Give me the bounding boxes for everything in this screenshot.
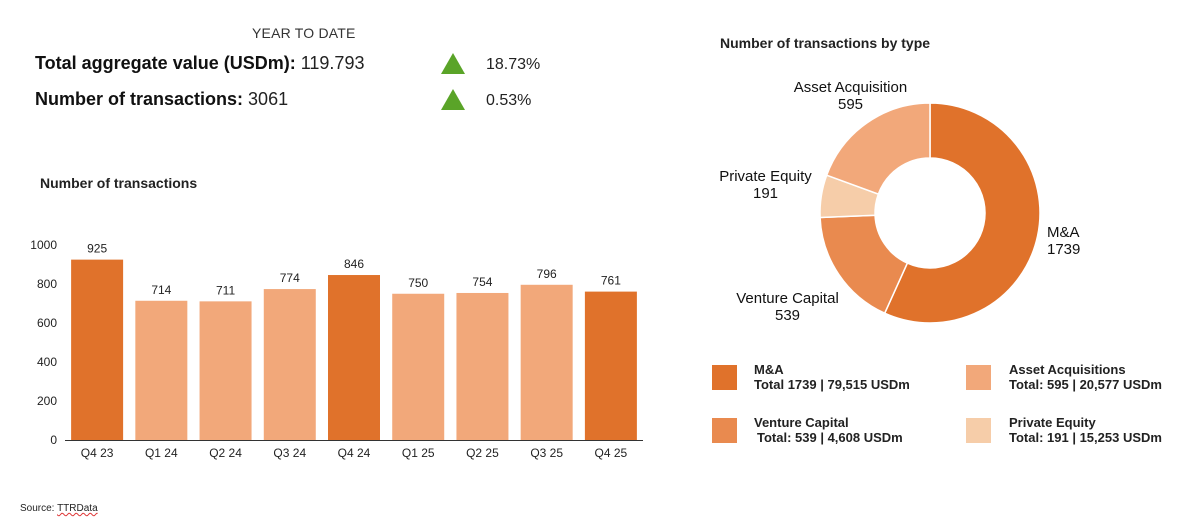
- y-tick-label: 200: [37, 394, 57, 408]
- ytd-heading: YEAR TO DATE: [252, 25, 356, 41]
- up-arrow-icon: [441, 89, 465, 110]
- transactions-row: Number of transactions: 3061: [35, 89, 288, 110]
- bar: [584, 291, 637, 440]
- label-asset-acquisition: Asset Acquisition 595: [788, 79, 913, 113]
- bar-value-label: 711: [216, 283, 235, 297]
- legend-name: Venture Capital: [754, 415, 849, 430]
- y-tick-label: 1000: [30, 238, 57, 252]
- legend-swatch-venture-capital: [712, 418, 737, 443]
- slice-label-name: Venture Capital: [736, 290, 839, 307]
- total-value-label: Total aggregate value (USDm):: [35, 53, 296, 73]
- legend-name: Asset Acquisitions: [1009, 362, 1126, 377]
- donut-slice: [883, 102, 1041, 324]
- legend-swatch-private-equity: [966, 418, 991, 443]
- bar: [392, 293, 445, 440]
- donut-slice: [825, 102, 931, 196]
- label-ma: M&A 1739: [1047, 224, 1117, 258]
- legend-item-asset-acquisitions: Asset Acquisitions Total: 595 | 20,577 U…: [1009, 362, 1162, 392]
- x-tick-label: Q2 24: [209, 446, 242, 460]
- legend-total: Total: 595 | 20,577 USDm: [1009, 377, 1162, 392]
- bar-value-label: 761: [601, 274, 621, 288]
- bar-value-label: 750: [408, 276, 428, 290]
- y-tick-label: 400: [37, 355, 57, 369]
- x-tick-label: Q1 24: [145, 446, 178, 460]
- bar-value-label: 796: [537, 267, 557, 281]
- slice-label-name: Private Equity: [719, 168, 812, 185]
- legend-item-ma: M&A Total 1739 | 79,515 USDm: [754, 362, 910, 392]
- legend-total: Total 1739 | 79,515 USDm: [754, 377, 910, 392]
- slice-label-value: 191: [752, 185, 779, 202]
- x-tick-label: Q1 25: [402, 446, 435, 460]
- total-value-change: 18.73%: [486, 56, 541, 73]
- bar: [263, 289, 316, 440]
- transactions-label: Number of transactions:: [35, 89, 244, 109]
- transactions-count: 3061: [248, 89, 289, 109]
- legend-total: Total: 191 | 15,253 USDm: [1009, 430, 1162, 445]
- donut-chart-title: Number of transactions by type: [720, 35, 931, 51]
- source-label: Source:: [20, 503, 55, 514]
- bar-chart-title: Number of transactions: [40, 175, 198, 191]
- legend-name: M&A: [754, 362, 784, 377]
- legend-swatch-asset-acquisitions: [966, 365, 991, 390]
- slice-label-value: 1739: [1047, 241, 1081, 258]
- bar: [71, 259, 124, 440]
- x-tick-label: Q2 25: [466, 446, 499, 460]
- bar-value-label: 846: [344, 257, 364, 271]
- x-tick-label: Q4 23: [81, 446, 114, 460]
- x-tick-label: Q3 25: [530, 446, 563, 460]
- total-value-row: Total aggregate value (USDm): 119.793: [35, 53, 364, 74]
- y-tick-label: 600: [37, 316, 57, 330]
- bar: [135, 300, 188, 440]
- slice-label-value: 595: [837, 96, 864, 113]
- donut-chart: [819, 102, 1041, 324]
- slice-label-name: Asset Acquisition: [793, 79, 908, 96]
- y-tick-label: 800: [37, 277, 57, 291]
- bar: [456, 292, 509, 440]
- bar-value-label: 774: [280, 271, 300, 285]
- label-private-equity: Private Equity 191: [708, 168, 823, 202]
- bar: [328, 275, 380, 440]
- y-tick-label: 0: [50, 433, 57, 447]
- x-tick-label: Q4 24: [338, 446, 371, 460]
- legend-total: Total: 539 | 4,608 USDm: [757, 430, 903, 445]
- source-note: Source: TTRData: [20, 503, 98, 514]
- transactions-change: 0.53%: [486, 92, 532, 109]
- slice-label-name: M&A: [1047, 224, 1080, 241]
- legend-item-private-equity: Private Equity Total: 191 | 15,253 USDm: [1009, 415, 1162, 445]
- legend-item-venture-capital: Venture Capital Total: 539 | 4,608 USDm: [754, 415, 903, 445]
- slice-label-value: 539: [774, 307, 801, 324]
- bar-value-label: 925: [87, 242, 107, 256]
- source-link[interactable]: TTRData: [57, 503, 98, 514]
- up-arrow-icon: [441, 53, 465, 74]
- legend-name: Private Equity: [1009, 415, 1096, 430]
- x-tick-label: Q3 24: [273, 446, 306, 460]
- bar-value-label: 754: [472, 275, 492, 289]
- bar-chart: 0 200 400 600 800 1000 925 Q4 23 714 Q1 24 711 Q2 2…: [30, 238, 643, 460]
- label-venture-capital: Venture Capital 539: [725, 290, 850, 324]
- legend-swatch-ma: [712, 365, 737, 390]
- bar-value-label: 714: [151, 283, 171, 297]
- bar: [199, 301, 252, 440]
- x-tick-label: Q4 25: [595, 446, 628, 460]
- bar: [520, 284, 573, 440]
- total-value: 119.793: [300, 53, 365, 73]
